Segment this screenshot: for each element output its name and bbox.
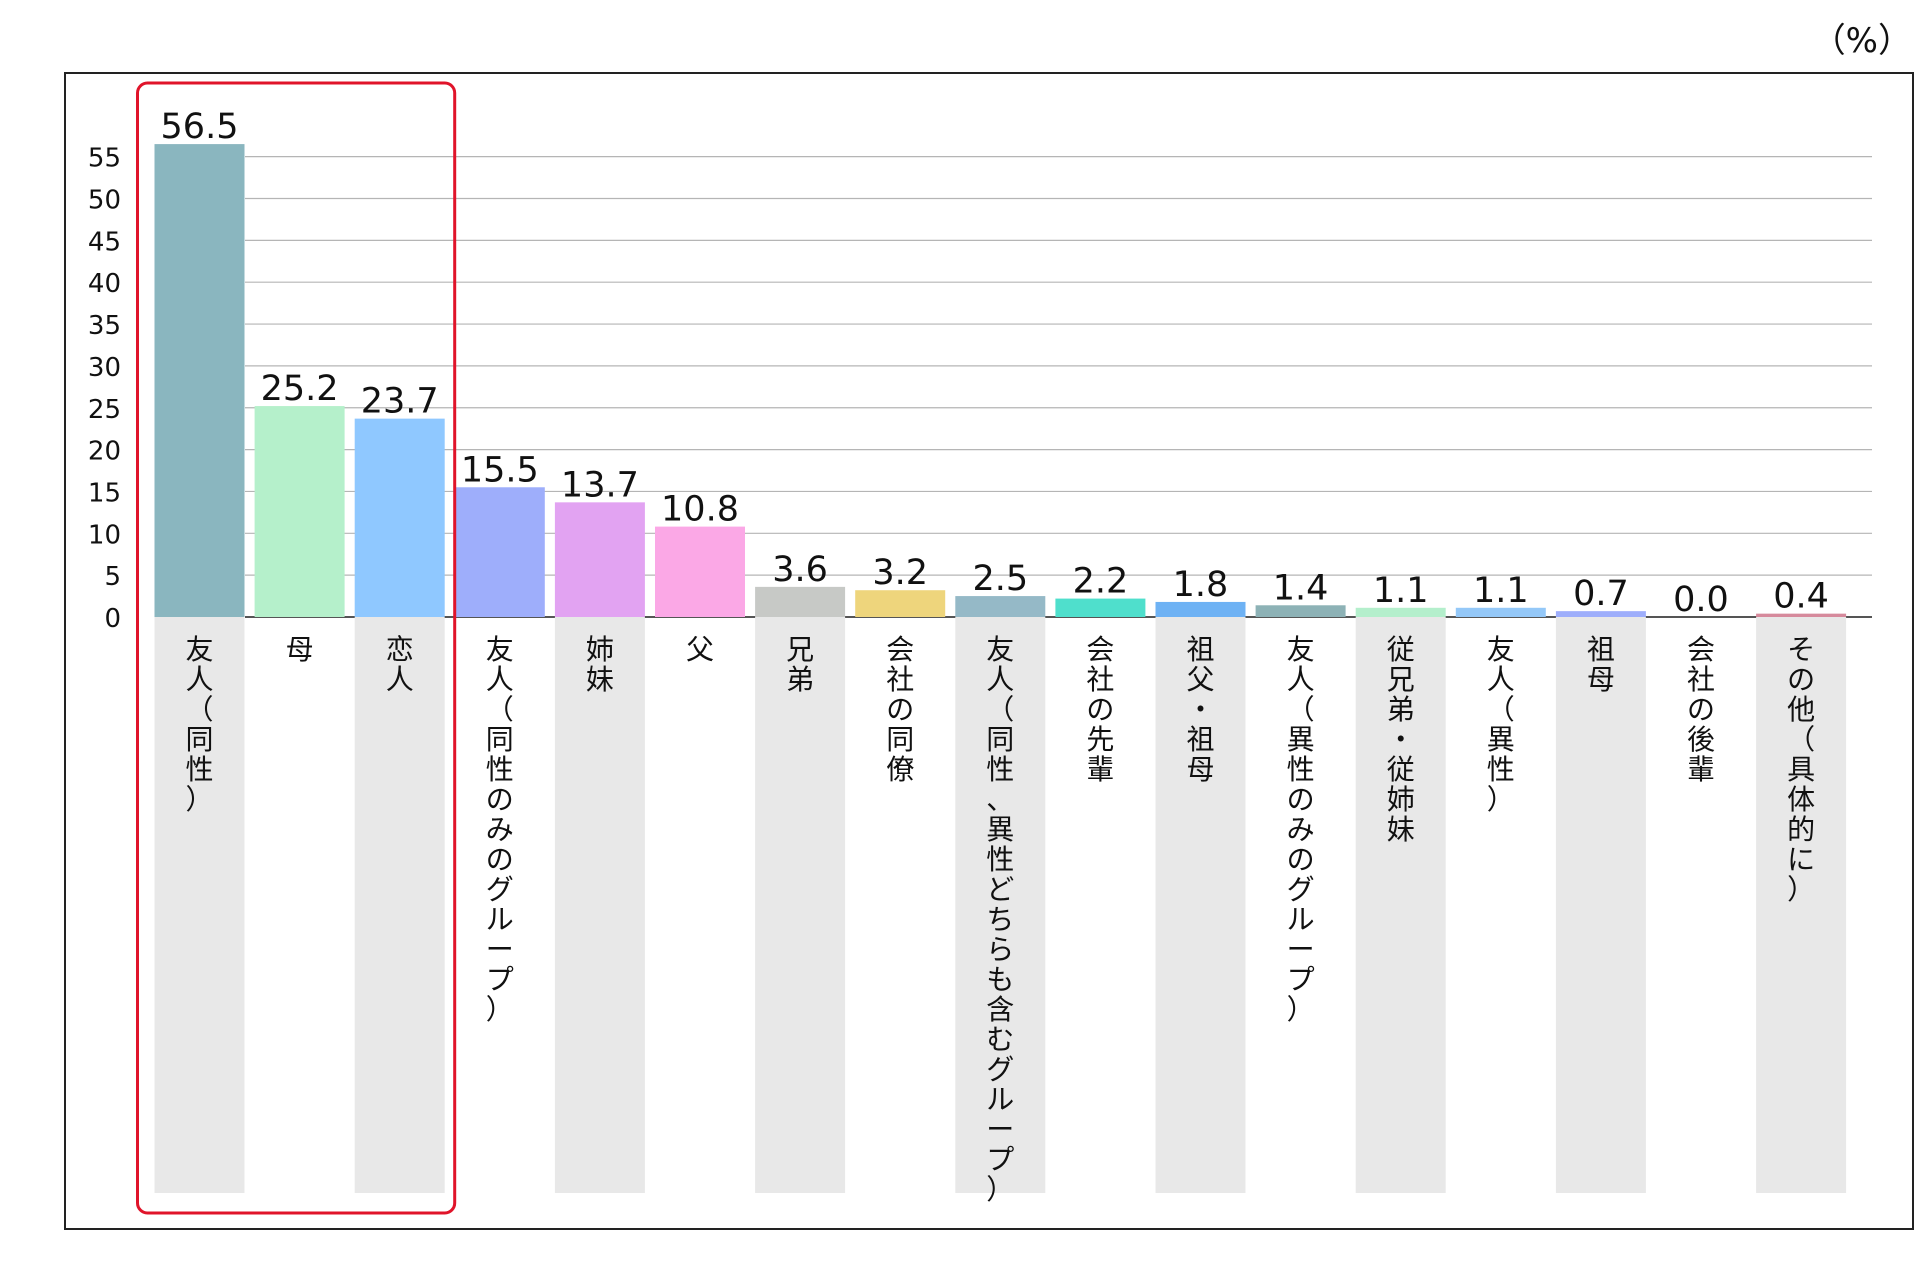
category-labels: 友人（同性） 母 恋人 友人（同性のみのグループ） 姉妹 父 兄弟 会社の同僚 友人（同性、異性… <box>185 633 1815 1206</box>
x-tick-label: 友人（同性のみのグループ） <box>486 633 514 1026</box>
x-tick-label: 恋人 <box>386 633 414 696</box>
value-labels: 56.5 25.2 23.7 15.5 13.7 10.8 3.6 3.2 2.5 2.2 1.8 1… <box>161 107 1829 620</box>
category-band <box>755 617 846 1193</box>
y-axis: 0 5 10 15 20 25 30 35 40 45 50 55 <box>88 144 121 634</box>
bar <box>855 590 946 617</box>
data-label: 1.1 <box>1473 571 1529 611</box>
data-label: 0.4 <box>1773 577 1829 617</box>
y-tick-label: 15 <box>88 478 121 508</box>
category-band <box>554 617 645 1193</box>
bar <box>154 144 245 617</box>
bar <box>554 502 645 617</box>
y-tick-label: 50 <box>88 186 121 216</box>
y-tick-label: 40 <box>88 269 121 299</box>
unit-label: （%） <box>1812 21 1912 61</box>
data-label: 1.8 <box>1173 565 1229 605</box>
highlight-box <box>136 81 457 1215</box>
y-tick-label: 55 <box>88 144 121 174</box>
data-label: 2.5 <box>972 559 1028 599</box>
data-label: 1.4 <box>1273 568 1329 608</box>
category-band <box>354 617 445 1193</box>
y-tick-label: 10 <box>88 520 121 550</box>
x-tick-label: 従兄弟・従姉妹 <box>1387 633 1415 846</box>
x-tick-label: 祖父・祖母 <box>1186 633 1214 786</box>
bar <box>955 596 1046 617</box>
category-band <box>1155 617 1246 1193</box>
bar <box>1756 613 1847 617</box>
x-tick-label: 友人（異性） <box>1487 633 1515 816</box>
bar <box>755 586 846 617</box>
data-label: 13.7 <box>561 465 639 505</box>
category-bands <box>154 617 1847 1193</box>
bar <box>1255 605 1346 617</box>
bar <box>655 526 745 617</box>
x-tick-label: 会社の後輩 <box>1687 633 1715 786</box>
bar <box>1055 598 1146 617</box>
data-label: 0.7 <box>1573 574 1629 614</box>
data-label: 0.0 <box>1673 580 1729 620</box>
x-tick-label: 会社の先輩 <box>1086 633 1114 786</box>
data-label: 23.7 <box>361 382 439 422</box>
y-tick-label: 5 <box>104 562 121 592</box>
x-tick-label: 父 <box>686 633 714 666</box>
bar <box>254 406 345 617</box>
bar <box>1455 607 1546 617</box>
data-label: 25.2 <box>261 369 339 409</box>
x-tick-label: 兄弟 <box>786 633 814 696</box>
x-tick-label: 友人（異性のみのグループ） <box>1287 633 1315 1026</box>
data-label: 56.5 <box>161 107 239 147</box>
x-tick-label: 姉妹 <box>586 633 614 696</box>
y-tick-label: 45 <box>88 227 121 257</box>
y-tick-label: 20 <box>88 437 121 467</box>
chart-frame <box>64 72 1914 1230</box>
category-band <box>1555 617 1646 1193</box>
y-tick-label: 25 <box>88 395 121 425</box>
bar <box>454 487 545 617</box>
category-band <box>955 617 1046 1193</box>
x-tick-label: その他（具体的に） <box>1787 633 1815 906</box>
category-band <box>154 617 245 1193</box>
data-label: 10.8 <box>661 490 739 530</box>
y-tick-label: 35 <box>88 311 121 341</box>
x-tick-label: 友人（同性、異性どちらも含むグループ） <box>986 633 1014 1206</box>
data-label: 1.1 <box>1373 571 1429 611</box>
x-tick-label: 祖母 <box>1587 633 1615 696</box>
data-label: 3.6 <box>772 550 828 590</box>
highlight-rectangle <box>136 81 457 1215</box>
bar <box>1155 601 1246 617</box>
y-tick-label: 0 <box>104 604 121 634</box>
bar <box>354 418 445 617</box>
x-tick-label: 友人（同性） <box>185 633 213 816</box>
bar <box>1355 607 1446 617</box>
x-tick-label: 会社の同僚 <box>886 633 914 786</box>
data-label: 2.2 <box>1073 562 1129 602</box>
bars <box>154 144 1847 617</box>
y-tick-label: 30 <box>88 353 121 383</box>
x-tick-label: 母 <box>286 633 314 666</box>
category-band <box>1756 617 1847 1193</box>
data-label: 3.2 <box>872 553 928 593</box>
bar <box>1555 611 1646 617</box>
category-band <box>1355 617 1446 1193</box>
data-label: 15.5 <box>461 450 539 490</box>
